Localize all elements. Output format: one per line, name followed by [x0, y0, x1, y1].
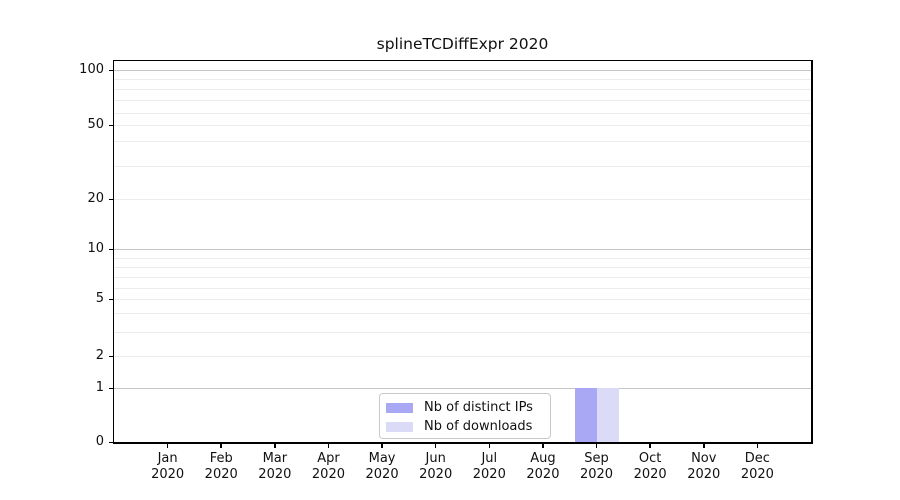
bar-downloads — [596, 388, 619, 442]
x-tick-label: Feb 2020 — [204, 451, 238, 482]
y-minor-gridline — [114, 113, 811, 114]
x-tick-mark — [381, 443, 383, 448]
legend: Nb of distinct IPs Nb of downloads — [379, 393, 551, 439]
bar-distinct-ips — [574, 388, 597, 442]
x-tick-label: Dec 2020 — [740, 451, 774, 482]
y-minor-gridline — [114, 332, 811, 333]
y-minor-gridline — [114, 267, 811, 268]
legend-item-distinct-ips: Nb of distinct IPs — [386, 398, 542, 417]
y-tick-mark — [109, 198, 114, 200]
x-tick-mark — [595, 443, 598, 448]
axis-spine-bottom — [112, 442, 813, 444]
y-tick-label: 1 — [95, 380, 104, 395]
y-tick-mark — [109, 69, 114, 71]
y-gridline — [114, 249, 811, 250]
y-minor-gridline — [114, 313, 811, 314]
x-tick-mark — [274, 443, 276, 448]
y-minor-gridline — [114, 141, 811, 142]
x-tick-mark — [756, 443, 759, 448]
y-tick-label: 2 — [95, 348, 104, 363]
x-tick-label: Aug 2020 — [526, 451, 560, 482]
y-minor-gridline — [114, 79, 811, 80]
y-tick-mark — [109, 124, 114, 126]
y-tick-label: 20 — [87, 191, 104, 206]
y-tick-mark — [109, 298, 114, 300]
legend-swatch-downloads-icon — [386, 421, 413, 432]
x-tick-label: Apr 2020 — [311, 451, 345, 482]
y-gridline — [114, 70, 811, 71]
y-gridline — [114, 125, 811, 126]
x-tick-mark — [488, 443, 491, 448]
x-tick-mark — [434, 443, 437, 448]
y-tick-label: 100 — [79, 62, 104, 77]
y-tick-mark — [109, 441, 114, 443]
x-tick-label: Mar 2020 — [258, 451, 292, 482]
y-gridline — [114, 388, 811, 389]
y-minor-gridline — [114, 258, 811, 259]
y-gridline — [114, 356, 811, 357]
y-gridline — [114, 199, 811, 200]
y-minor-gridline — [114, 166, 811, 167]
x-tick-label: May 2020 — [365, 451, 399, 482]
x-tick-label: Jul 2020 — [472, 451, 506, 482]
legend-label-distinct-ips: Nb of distinct IPs — [424, 400, 533, 415]
axis-spine-right — [811, 59, 813, 444]
y-tick-mark — [109, 355, 114, 357]
y-tick-label: 10 — [87, 241, 104, 256]
y-tick-mark — [109, 248, 114, 250]
x-tick-label: Jun 2020 — [419, 451, 453, 482]
y-tick-label: 50 — [87, 117, 104, 132]
y-tick-label: 0 — [95, 434, 104, 449]
x-tick-mark — [649, 443, 651, 448]
y-minor-gridline — [114, 288, 811, 289]
x-tick-mark — [703, 443, 705, 448]
legend-item-downloads: Nb of downloads — [386, 417, 542, 436]
x-tick-mark — [166, 443, 169, 448]
x-tick-label: Nov 2020 — [687, 451, 721, 482]
x-tick-label: Sep 2020 — [579, 451, 614, 482]
x-tick-mark — [327, 443, 330, 448]
y-tick-label: 5 — [95, 291, 104, 306]
legend-label-downloads: Nb of downloads — [424, 419, 533, 434]
x-tick-mark — [220, 443, 222, 448]
y-minor-gridline — [114, 89, 811, 90]
chart-title: splineTCDiffExpr 2020 — [376, 35, 549, 53]
axis-spine-top — [112, 59, 813, 61]
y-minor-gridline — [114, 100, 811, 101]
axis-spine-left — [112, 59, 114, 444]
y-gridline — [114, 299, 811, 300]
x-tick-label: Jan 2020 — [151, 451, 185, 482]
x-tick-label: Oct 2020 — [633, 451, 667, 482]
y-tick-mark — [109, 387, 114, 389]
y-minor-gridline — [114, 277, 811, 278]
x-tick-mark — [542, 443, 544, 448]
legend-swatch-distinct-ips-icon — [386, 402, 413, 413]
